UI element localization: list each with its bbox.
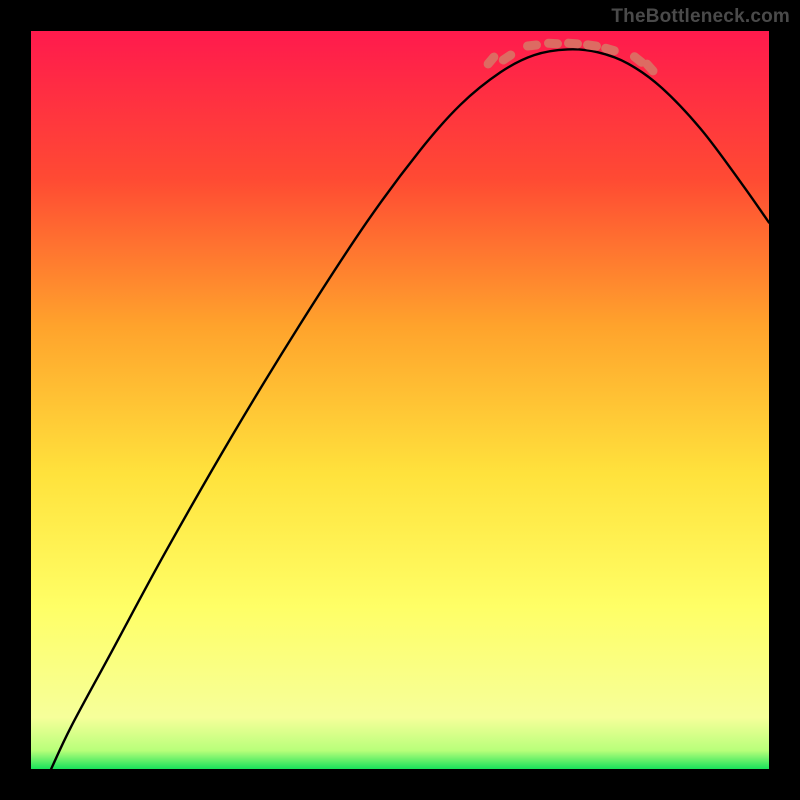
min-marker (497, 49, 517, 67)
curve-path (51, 49, 769, 769)
min-marker (582, 39, 601, 50)
watermark: TheBottleneck.com (611, 6, 790, 28)
min-marker (600, 43, 620, 57)
bottleneck-curve (31, 31, 769, 769)
chart-canvas: TheBottleneck.com (0, 0, 800, 800)
min-marker (544, 39, 562, 49)
min-marker (523, 40, 542, 51)
min-marker (481, 51, 499, 71)
min-marker (564, 39, 583, 49)
plot-area (31, 31, 769, 769)
min-marker (641, 58, 660, 77)
